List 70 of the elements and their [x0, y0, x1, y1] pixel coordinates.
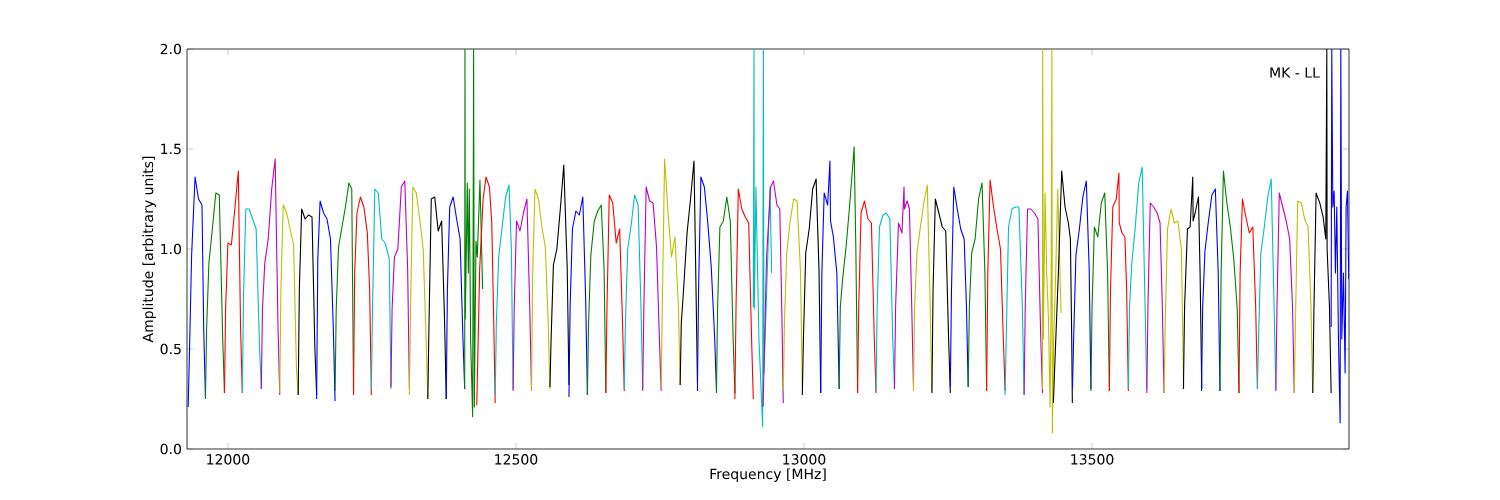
line-series	[1146, 202, 1165, 394]
line-series	[1293, 200, 1314, 394]
line-series	[223, 170, 243, 394]
line-series	[715, 196, 736, 394]
line-series	[1275, 192, 1295, 394]
line-series	[427, 196, 447, 400]
line-series	[476, 176, 496, 406]
y-tick-label: 0.0	[160, 443, 181, 455]
line-series	[782, 198, 803, 392]
line-series	[1071, 180, 1092, 390]
x-tick-label: 12500	[495, 454, 538, 465]
line-series	[260, 158, 281, 396]
line-series	[568, 196, 588, 398]
line-series	[605, 194, 625, 394]
line-series	[445, 196, 466, 400]
line-series	[1238, 198, 1258, 394]
x-tick-label: 12000	[207, 454, 250, 465]
line-series	[1127, 166, 1148, 390]
line-series	[1330, 49, 1349, 424]
line-series	[334, 182, 355, 392]
line-series	[820, 160, 840, 394]
line-series	[734, 188, 754, 400]
line-series	[1041, 49, 1062, 434]
line-series	[1108, 172, 1129, 392]
line-series	[352, 196, 372, 396]
line-series	[912, 184, 933, 392]
line-series	[1163, 208, 1185, 394]
line-series	[623, 194, 644, 390]
line-series	[1256, 178, 1277, 390]
line-series	[752, 49, 773, 428]
line-series	[1052, 170, 1073, 404]
x-tick-label: 13500	[1071, 454, 1114, 465]
line-series	[660, 158, 681, 388]
x-tick-label: 13000	[783, 454, 826, 465]
line-series	[586, 204, 607, 396]
line-series	[1023, 208, 1044, 396]
line-series	[857, 200, 877, 394]
annotation: MK - LL	[1270, 67, 1320, 78]
x-axis-title: Frequency [MHz]	[710, 468, 826, 482]
line-series	[931, 198, 951, 394]
line-series	[1004, 206, 1025, 396]
line-series	[1219, 170, 1240, 394]
line-series	[187, 176, 206, 408]
line-series	[464, 49, 484, 418]
line-series	[1090, 192, 1110, 392]
line-series	[370, 188, 392, 390]
line-series	[986, 179, 1006, 392]
y-tick-label: 1.5	[161, 143, 181, 155]
line-series	[1200, 188, 1221, 392]
line-series	[512, 198, 533, 392]
y-tick-label: 1.0	[161, 243, 181, 255]
y-tick-label: 0.5	[160, 343, 181, 355]
line-series	[204, 192, 225, 400]
line-series	[679, 160, 698, 386]
line-series	[875, 212, 896, 392]
line-series	[279, 204, 299, 396]
line-series	[530, 188, 551, 392]
line-series	[696, 176, 717, 392]
line-series	[949, 186, 969, 388]
line-series	[1182, 176, 1203, 390]
line-series	[801, 178, 822, 396]
line-series	[762, 180, 784, 408]
y-axis-title: Amplitude [arbitrary units]	[142, 156, 156, 343]
y-tick-label: 2.0	[160, 43, 181, 55]
line-series	[642, 186, 662, 392]
line-series	[390, 180, 410, 390]
line-series	[297, 208, 318, 396]
line-series	[316, 200, 336, 402]
line-series	[893, 186, 915, 390]
line-series	[549, 164, 570, 388]
